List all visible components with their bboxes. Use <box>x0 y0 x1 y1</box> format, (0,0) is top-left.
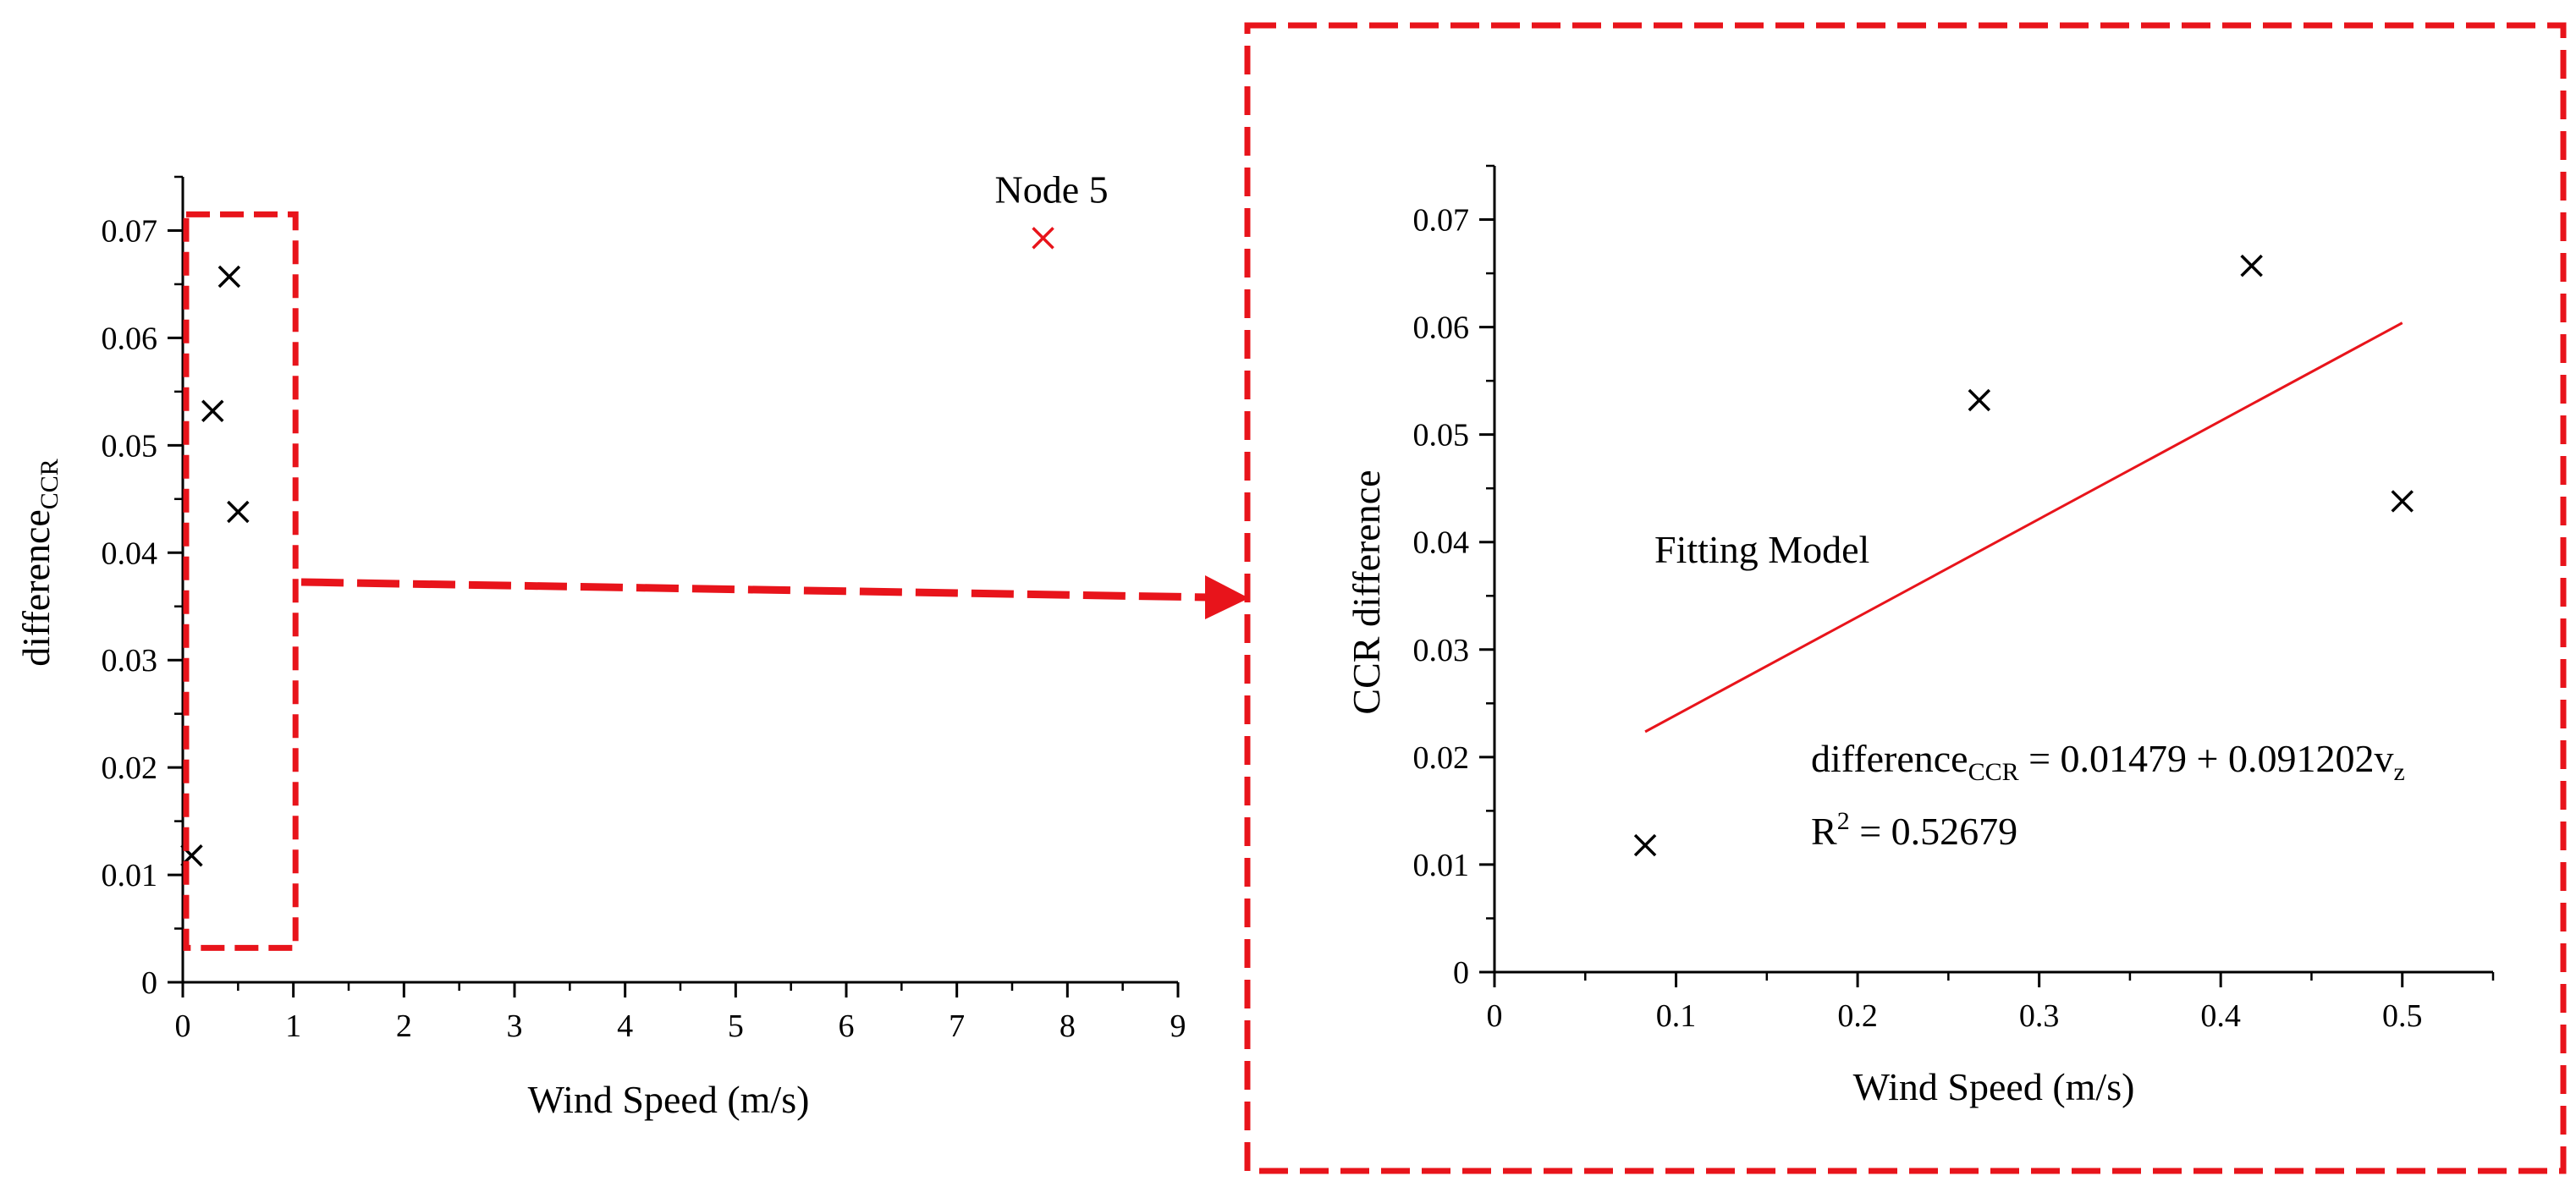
overview-x-tick-label: 9 <box>1170 1008 1186 1044</box>
equation-lhs: difference <box>1811 737 1968 780</box>
zoomed-data-point <box>1633 833 1657 857</box>
overview-y-tick-label: 0 <box>141 965 157 1001</box>
zoom-arrow-shaft <box>300 578 1211 602</box>
overview-x-tick-label: 1 <box>285 1008 301 1044</box>
zoomed-data-point <box>2240 254 2263 278</box>
overview-x-tick-label: 3 <box>507 1008 523 1044</box>
zoomed-y-tick-label: 0.03 <box>1413 633 1470 668</box>
zoom-region-box <box>183 211 299 951</box>
zoomed-y-tick-label: 0.04 <box>1413 525 1470 561</box>
zoomed-y-tick-label: 0.02 <box>1413 740 1470 776</box>
overview-y-tick-label: 0.07 <box>102 213 158 249</box>
overview-x-tick-label: 8 <box>1060 1008 1076 1044</box>
inset-frame <box>1244 22 2567 1174</box>
outlier-label: Node 5 <box>995 168 1109 211</box>
zoomed-y-tick-label: 0 <box>1453 955 1469 991</box>
equation-lhs-sub: CCR <box>1968 758 2019 786</box>
fit-line <box>1644 321 2403 734</box>
fitting-model-label: Fitting Model <box>1654 528 1869 571</box>
overview-data-point <box>201 399 224 422</box>
zoomed-data-point <box>2391 490 2414 513</box>
r-squared-power: 2 <box>1837 807 1850 835</box>
overview-x-tick-label: 7 <box>949 1008 965 1044</box>
zoomed-data-point <box>1968 388 1991 412</box>
zoomed-points <box>1633 254 2414 857</box>
zoomed-y-tick-label: 0.07 <box>1413 203 1470 239</box>
overview-x-tick-label: 2 <box>396 1008 412 1044</box>
r-squared-symbol: R <box>1811 810 1837 853</box>
zoomed-x-tick-label: 0.3 <box>2019 998 2060 1034</box>
overview-x-tick-label: 5 <box>728 1008 744 1044</box>
equation-rhs: = 0.01479 + 0.091202v <box>2019 737 2394 780</box>
overview-x-tick-label: 0 <box>175 1008 191 1044</box>
zoomed-x-tick-label: 0 <box>1487 998 1503 1034</box>
overview-y-axis-title: differenceCCR <box>14 459 63 667</box>
zoomed-y-axis-title: CCR difference <box>1345 470 1388 714</box>
overview-x-tick-label: 4 <box>617 1008 633 1044</box>
zoomed-x-tick-label: 0.5 <box>2382 998 2423 1034</box>
zoomed-x-tick-label: 0.2 <box>1837 998 1878 1034</box>
overview-y-tick-label: 0.04 <box>102 536 158 571</box>
overview-y-tick-label: 0.05 <box>102 428 158 464</box>
equation-rhs-sub: z <box>2394 758 2405 786</box>
overview-y-tick-label: 0.03 <box>102 643 158 679</box>
overview-points <box>180 227 1054 867</box>
overview-data-point <box>217 265 241 289</box>
overview-data-point <box>227 500 250 524</box>
zoomed-y-tick-label: 0.05 <box>1413 418 1470 453</box>
overview-y-tick-label: 0.06 <box>102 321 158 356</box>
zoomed-y-tick-label: 0.06 <box>1413 310 1470 346</box>
outlier-point <box>1032 227 1054 250</box>
zoom-arrow-head <box>1205 575 1249 619</box>
zoom-arrow <box>300 575 1249 619</box>
zoomed-x-tick-label: 0.1 <box>1656 998 1697 1034</box>
zoomed-plot: 0 0.1 0.2 0.3 0.4 0.5 0 0.01 0.02 0.03 0.04 0.05 0.0… <box>1345 164 2495 1108</box>
zoomed-y-tick-label: 0.01 <box>1413 848 1470 883</box>
regression-equation: differenceCCR = 0.01479 + 0.091202vz <box>1811 737 2405 786</box>
overview-y-axis-title-main: difference <box>14 509 58 667</box>
zoomed-ticks: 0 0.1 0.2 0.3 0.4 0.5 0 0.01 0.02 0.03 0.04 0.05 0.0… <box>1413 164 2495 1034</box>
overview-y-axis-title-sub: CCR <box>36 459 63 509</box>
zoomed-x-tick-label: 0.4 <box>2200 998 2241 1034</box>
overview-x-axis-title: Wind Speed (m/s) <box>528 1078 810 1121</box>
zoomed-axes <box>1493 166 2493 974</box>
overview-x-tick-label: 6 <box>839 1008 855 1044</box>
zoomed-x-axis-title: Wind Speed (m/s) <box>1853 1065 2135 1108</box>
overview-y-tick-label: 0.01 <box>102 858 158 893</box>
r-squared-value: = 0.52679 <box>1850 810 2017 853</box>
overview-plot: 0 1 2 3 4 5 6 7 8 900.010.020.030.040.050.060.07 … <box>14 168 1186 1121</box>
overview-y-tick-label: 0.02 <box>102 750 158 786</box>
r-squared: R2 = 0.52679 <box>1811 807 2017 853</box>
overview-ticks: 0 1 2 3 4 5 6 7 8 9 0 0.01 0.02 0.03 0.04 0.05 0.06 0.07 <box>102 175 1186 1044</box>
